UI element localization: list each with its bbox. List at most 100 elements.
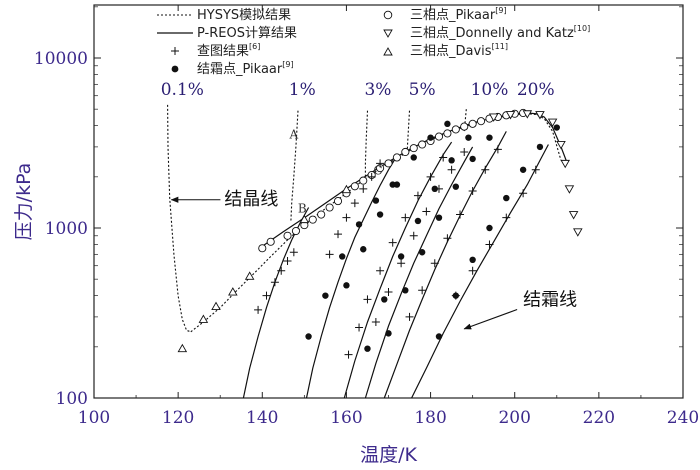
chart-lookup-marker: [350, 199, 359, 208]
chart-lookup-marker: [388, 238, 397, 247]
frost-point-pikaar-marker: [486, 134, 493, 141]
legend-ref: [9]: [495, 6, 506, 15]
triple-point-pikaar-marker: [384, 159, 393, 168]
legend-item: P-REOS计算结果: [157, 26, 297, 41]
triple-point-pikaar-marker: [418, 140, 427, 149]
triple-point-pikaar-marker: [333, 197, 343, 206]
frost-point-pikaar-marker: [397, 253, 405, 260]
dotted-curve: [406, 110, 411, 155]
chart-lookup-marker: [485, 240, 494, 249]
percent-label: 0.1%: [161, 80, 204, 100]
legend-swatch-filled-circle: [171, 65, 179, 73]
chart-lookup-marker: [270, 278, 279, 287]
x-axis-title: 温度/K: [360, 444, 417, 466]
chart-lookup-marker: [376, 159, 385, 168]
frost-line-label: 结霜线: [523, 290, 577, 311]
chart-lookup-marker: [502, 213, 511, 222]
triple-point-pikaar-marker: [468, 119, 477, 128]
solid-curve: [411, 144, 549, 399]
chart-lookup-marker: [468, 187, 477, 196]
triple-point-pikaar-marker: [434, 132, 444, 141]
chart-lookup-marker: [531, 165, 540, 174]
frost-point-pikaar-marker: [372, 197, 380, 204]
frost-point-pikaar-marker: [435, 214, 443, 221]
chart-lookup-marker: [334, 230, 343, 239]
crystallization-line-label: 结晶线: [224, 189, 278, 210]
triple-point-davis-marker: [244, 271, 255, 280]
chart-lookup-marker: [447, 165, 456, 174]
frost-point-pikaar-marker: [503, 194, 510, 202]
legend-item: 结霜点_Pikaar[9]: [171, 60, 294, 77]
chart-lookup-marker: [342, 213, 351, 222]
legend-item: 三相点_Pikaar[9]: [383, 6, 507, 23]
frost-point-pikaar-marker: [410, 154, 417, 161]
solid-curve: [242, 207, 310, 399]
chart-lookup-marker: [456, 210, 465, 219]
triple-point-pikaar-marker: [401, 147, 410, 157]
frost-point-pikaar-marker: [355, 221, 363, 228]
chart-lookup-marker: [405, 312, 414, 321]
triple-point-donnelly-marker: [505, 111, 516, 120]
triple-point-pikaar-marker: [443, 129, 452, 138]
x-tick-label: 240: [667, 408, 699, 428]
point-label: A: [289, 128, 299, 142]
chart-lookup-marker: [413, 191, 422, 200]
y-axis-title: 压力/kPa: [13, 163, 35, 241]
triple-point-pikaar-marker: [359, 176, 368, 185]
triple-point-donnelly-marker: [564, 185, 575, 194]
dotted-curve: [463, 109, 467, 132]
chart-lookup-marker: [409, 231, 418, 240]
chart-lookup-marker: [418, 286, 427, 295]
legend-label: 三相点_Davis[11]: [410, 42, 508, 59]
frost-point-pikaar-marker: [452, 183, 460, 190]
legend-label: P-REOS计算结果: [197, 26, 297, 41]
chart-lookup-marker: [397, 259, 406, 268]
triple-point-pikaar-marker: [283, 231, 292, 240]
triple-point-davis-marker: [177, 343, 188, 353]
dotted-curve: [364, 110, 369, 177]
solid-curve: [343, 141, 453, 399]
y-tick-label: 100: [56, 389, 88, 409]
chart-lookup-marker: [344, 350, 353, 359]
solid-curve: [364, 146, 474, 399]
x-tick-label: 140: [246, 408, 278, 428]
chart-lookup-marker: [283, 256, 292, 265]
triple-point-donnelly-marker: [573, 228, 583, 237]
chart-lookup-marker: [519, 189, 528, 198]
frost-point-pikaar-marker: [553, 124, 560, 131]
triple-point-davis-marker: [341, 184, 352, 194]
percent-label: 3%: [364, 80, 391, 100]
legend-swatch-up-triangle: [383, 47, 393, 56]
frost-point-pikaar-marker: [448, 157, 455, 164]
solid-curve: [261, 112, 568, 247]
plot-frame: [93, 4, 684, 399]
x-tick-label: 220: [583, 408, 615, 428]
triple-point-pikaar-marker: [317, 210, 326, 219]
x-tick-label: 180: [414, 408, 446, 428]
legend-ref: [11]: [492, 42, 508, 51]
chart-lookup-marker: [439, 153, 448, 162]
solid-curve: [305, 155, 398, 399]
chart-lookup-marker: [277, 266, 286, 275]
frost-point-pikaar-marker: [452, 292, 460, 299]
frost-point-pikaar-marker: [339, 253, 346, 260]
frost-point-pikaar-marker: [385, 330, 392, 337]
dotted-curve: [167, 104, 191, 333]
chart-lookup-marker: [460, 147, 469, 156]
x-tick-label: 120: [162, 408, 194, 428]
frost-point-pikaar-marker: [519, 166, 527, 173]
chart-lookup-marker: [384, 288, 393, 297]
chart-lookup-marker: [481, 165, 490, 174]
triple-point-donnelly-marker: [547, 118, 558, 127]
frost-point-pikaar-marker: [393, 181, 401, 188]
chart-lookup-marker: [468, 266, 477, 275]
frost-arrow: [463, 308, 518, 330]
chart-lookup-marker: [289, 248, 298, 257]
chart-lookup-marker: [355, 323, 364, 332]
triple-point-pikaar-marker: [451, 125, 460, 134]
frost-point-pikaar-marker: [360, 246, 367, 253]
triple-point-donnelly-marker: [522, 110, 533, 119]
chart-lookup-marker: [262, 291, 271, 300]
frost-point-pikaar-marker: [343, 282, 350, 289]
